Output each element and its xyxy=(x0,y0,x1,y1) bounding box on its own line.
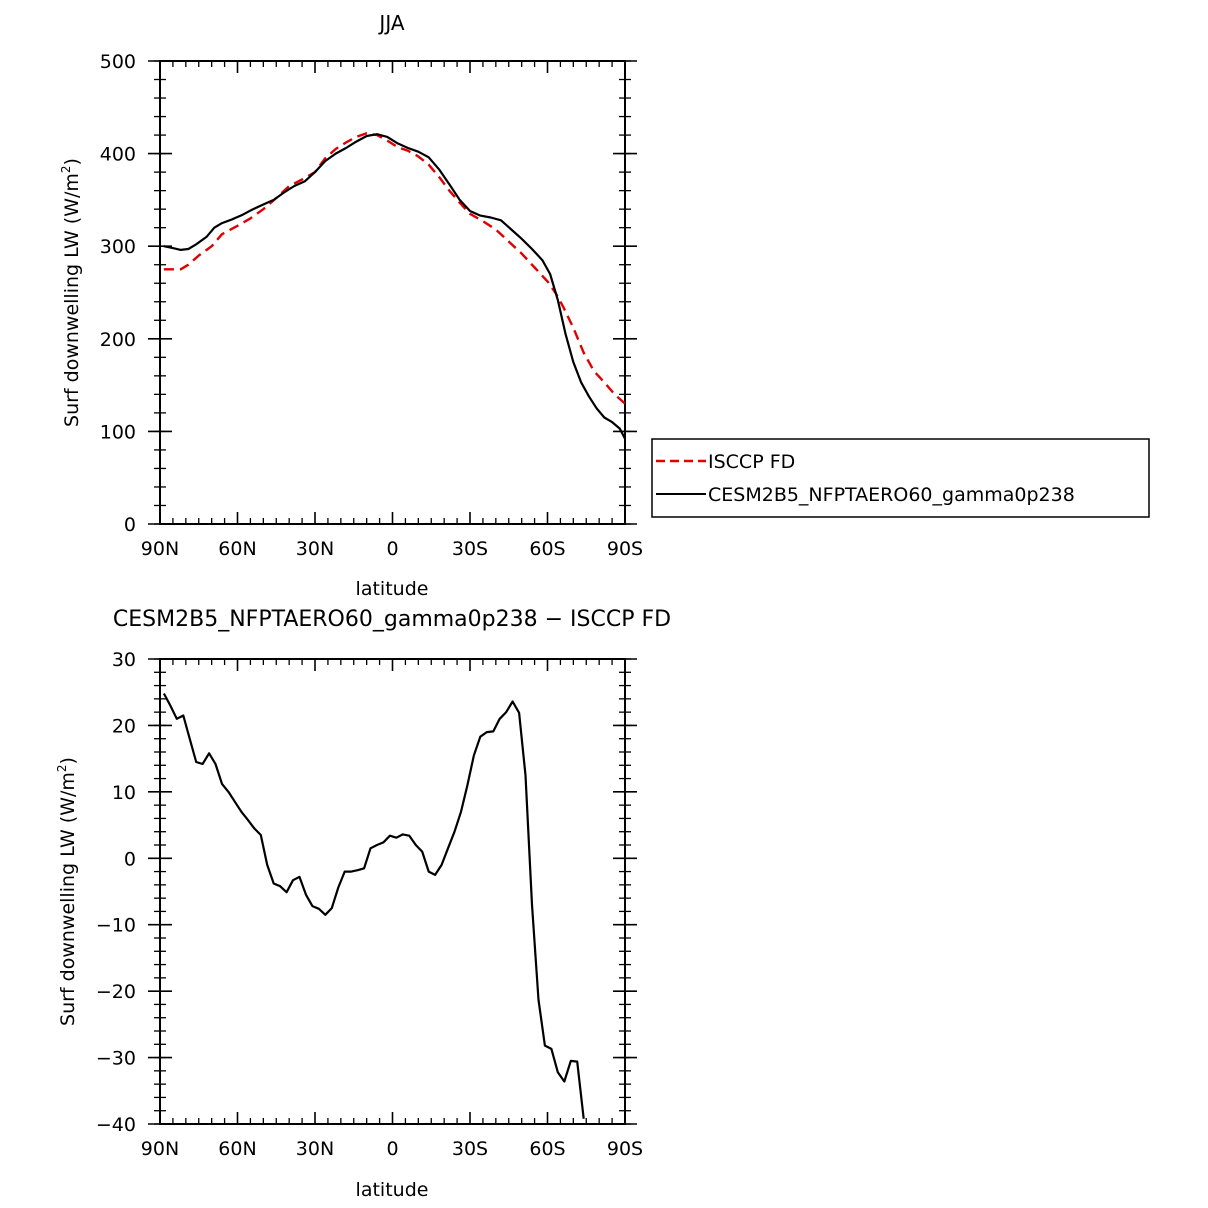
legend-box xyxy=(651,438,1150,518)
top-x-tick-label: 0 xyxy=(386,538,398,560)
top-x-axis-label: latitude xyxy=(356,578,429,600)
top-y-label-sup: 2 xyxy=(59,165,73,173)
bottom-chart-title: CESM2B5_NFPTAERO60_gamma0p238 − ISCCP FD xyxy=(113,607,671,632)
bottom-x-tick-label: 0 xyxy=(386,1138,398,1160)
bottom-y-tick-label: 20 xyxy=(112,715,136,737)
bottom-x-tick-label: 30S xyxy=(452,1138,488,1160)
top-x-tick-label: 60S xyxy=(529,538,565,560)
bottom-x-tick-label: 30N xyxy=(296,1138,334,1160)
bottom-y-tick-label: 30 xyxy=(112,649,136,671)
top-x-tick-label: 30S xyxy=(452,538,488,560)
top-y-tick-label: 400 xyxy=(100,144,136,166)
top-y-tick-label: 200 xyxy=(100,329,136,351)
bottom-series xyxy=(162,692,585,1119)
bottom-panel: CESM2B5_NFPTAERO60_gamma0p238 − ISCCP FD… xyxy=(55,607,671,1201)
bottom-y-label-close: ) xyxy=(57,757,79,764)
legend-isccp-label: ISCCP FD xyxy=(708,451,795,473)
top-x-tick-label: 60N xyxy=(218,538,256,560)
bottom-y-axis-label: Surf downwelling LW (W/m2) xyxy=(55,757,79,1026)
top-chart-title: JJA xyxy=(377,11,404,35)
top-ticks: 90N 60N 30N 0 30S 60S 90S 0 100 200 300 400 500 xyxy=(100,51,643,560)
bottom-plot-frame xyxy=(159,658,626,1125)
top-y-tick-label: 500 xyxy=(100,51,136,73)
top-x-tick-label: 30N xyxy=(296,538,334,560)
bottom-y-tick-label: −10 xyxy=(96,915,136,937)
top-y-label-main: Surf downwelling LW (W/m xyxy=(61,173,83,427)
bottom-y-tick-label: −30 xyxy=(96,1048,136,1070)
bottom-x-tick-label: 60S xyxy=(529,1138,565,1160)
top-x-tick-label: 90S xyxy=(607,538,643,560)
top-y-tick-label: 0 xyxy=(124,514,136,536)
top-panel: JJA 90N 60N 30N 0 30S 60S 90S0100200300400500 … xyxy=(59,11,643,600)
bottom-series-line-0 xyxy=(162,692,585,1119)
bottom-y-label-sup: 2 xyxy=(55,764,69,772)
bottom-x-axis-label: latitude xyxy=(356,1179,429,1201)
legend: ISCCP FD CESM2B5_NFPTAERO60_gamma0p238 xyxy=(651,438,1150,518)
bottom-y-tick-label: −40 xyxy=(96,1114,136,1136)
bottom-y-tick-label: 10 xyxy=(112,782,136,804)
legend-cesm-label: CESM2B5_NFPTAERO60_gamma0p238 xyxy=(708,484,1075,506)
bottom-ticks: 90N 60N 30N 0 30S 60S 90S −40 −30 −20 −10 0 10 20 30 xyxy=(96,649,643,1160)
top-y-tick-label: 100 xyxy=(100,421,136,443)
top-series xyxy=(163,131,626,440)
top-y-label-close: ) xyxy=(61,158,83,165)
top-series-line-1 xyxy=(163,133,626,440)
bottom-y-tick-label: 0 xyxy=(124,848,136,870)
bottom-x-tick-label: 90N xyxy=(141,1138,179,1160)
top-series-line-0 xyxy=(163,131,626,405)
bottom-x-tick-label: 90S xyxy=(607,1138,643,1160)
top-x-tick-label: 90N xyxy=(141,538,179,560)
bottom-y-tick-label: −20 xyxy=(96,981,136,1003)
bottom-x-tick-label: 60N xyxy=(218,1138,256,1160)
bottom-y-label-main: Surf downwelling LW (W/m xyxy=(57,772,79,1026)
top-y-axis-label: Surf downwelling LW (W/m2) xyxy=(59,158,83,427)
top-y-tick-label: 300 xyxy=(100,236,136,258)
